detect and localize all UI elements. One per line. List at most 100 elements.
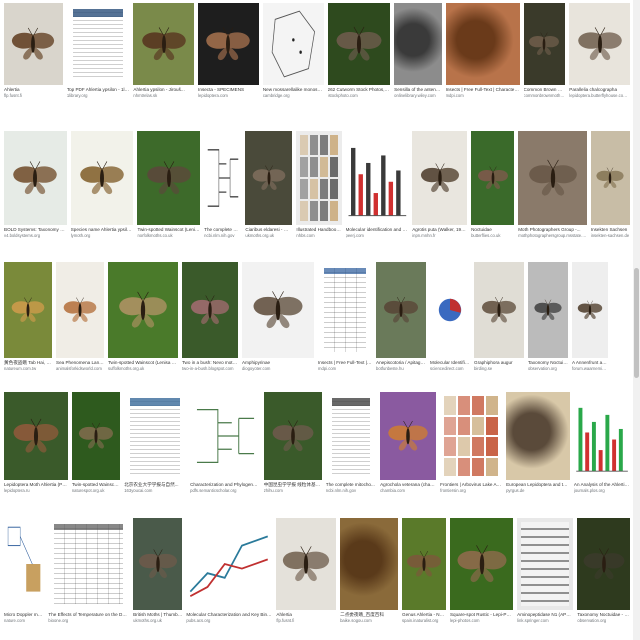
result-thumbnail[interactable] — [402, 518, 446, 610]
result-thumbnail[interactable] — [528, 262, 568, 358]
image-result[interactable]: New mossarellalike monosperm genus...cam… — [262, 3, 324, 98]
result-thumbnail[interactable] — [190, 392, 260, 480]
result-thumbnail[interactable] — [124, 392, 187, 480]
result-thumbnail[interactable] — [263, 392, 322, 480]
image-result[interactable]: Agrochola veterana (chamba...chambia.com — [380, 392, 437, 493]
result-thumbnail[interactable] — [590, 131, 630, 225]
image-result[interactable]: Ahlertia ypsilon - Jirouš... nhmtrelas.sk — [133, 3, 195, 98]
image-result[interactable]: 262 Cutworm Stock Photos, Pictures & Roy… — [327, 3, 391, 98]
result-thumbnail[interactable] — [70, 131, 134, 225]
image-result[interactable]: Insects | Free Full-Text | Development o… — [318, 262, 372, 371]
image-result[interactable]: Ahlertia flp.fusnt.fi — [4, 3, 63, 98]
result-thumbnail[interactable] — [412, 131, 468, 225]
image-result[interactable]: Twin-spotted Wainscot (Lenisa geminipunc… — [137, 131, 201, 238]
image-result[interactable]: 二点委夜蛾_百度百科 baike.sogou.com — [340, 518, 399, 623]
result-thumbnail[interactable] — [345, 131, 409, 225]
result-thumbnail[interactable] — [376, 262, 426, 358]
result-thumbnail[interactable] — [474, 262, 524, 358]
result-thumbnail[interactable] — [48, 518, 130, 610]
result-thumbnail[interactable] — [325, 392, 377, 480]
result-thumbnail[interactable] — [133, 3, 195, 85]
image-result[interactable]: Noctuidae butterflies.co.uk — [471, 131, 515, 238]
image-result[interactable]: 黃色夜盜蛾 Tab Hai, Lepidoptera Noctuidae...n… — [4, 262, 52, 371]
image-result[interactable]: BOLD Systems: Taxonomy Browser - Ahlerti… — [4, 131, 67, 238]
image-result[interactable]: Lepidoptera Moth Ahlertia (Proaceo...lep… — [4, 392, 68, 493]
image-result[interactable]: Micro Doppler measurement of inse...natu… — [4, 518, 45, 623]
image-result[interactable]: Taxonomy Noctuidae - Ob...observation.or… — [528, 262, 568, 371]
image-result[interactable]: Molecular Identification and sex distrib… — [430, 262, 470, 371]
image-result[interactable]: Aminopeptidase N1 (APN1)... link.springer… — [517, 518, 574, 623]
result-thumbnail[interactable] — [245, 131, 293, 225]
image-result[interactable]: Illustrated Handbook of Lepidoptera...nh… — [296, 131, 342, 238]
image-result[interactable]: Common Brown Moth and R...commonbrownmot… — [523, 3, 566, 98]
image-result[interactable]: Sea Phenomena Lane for three...animalsfo… — [56, 262, 104, 371]
result-thumbnail[interactable] — [262, 3, 324, 85]
image-result[interactable]: Top PDF Ahlertia ypsilon - 1library.org1… — [66, 3, 130, 98]
result-thumbnail[interactable] — [4, 392, 68, 480]
image-result[interactable]: The complete mitocho... ncbi.nlm.nih.gov — [325, 392, 377, 493]
image-result[interactable]: Insecta - SPECIMENS lepidoptera.com — [198, 3, 259, 98]
result-thumbnail[interactable] — [573, 392, 631, 480]
image-result[interactable]: Square-spot Rustic - Lepi-Photos lepi-pho… — [449, 518, 514, 623]
image-result[interactable]: Species name Ahlertia ypsilon (Brazilian… — [70, 131, 134, 238]
result-thumbnail[interactable] — [523, 3, 566, 85]
image-result[interactable]: Sensilla of the antenna and pro...online… — [394, 3, 442, 98]
image-result[interactable]: The complete mitochondrial genome...ncbi… — [204, 131, 242, 238]
result-thumbnail[interactable] — [182, 262, 238, 358]
page-scrollbar[interactable] — [633, 0, 640, 640]
image-result[interactable]: The Effects of Temperature on the Develo… — [48, 518, 130, 623]
image-result[interactable]: Characterization and Phylogenetic Analys… — [190, 392, 260, 493]
result-thumbnail[interactable] — [327, 3, 391, 85]
result-thumbnail[interactable] — [394, 3, 442, 85]
result-thumbnail[interactable] — [430, 262, 470, 358]
image-result[interactable]: Graphiphora augur birding.se — [474, 262, 524, 371]
image-result[interactable]: Frontiers | Arbovirus Lake Atlas of an E… — [440, 392, 503, 493]
image-result[interactable]: Molecular Characterization and Key Bindi… — [186, 518, 273, 623]
result-thumbnail[interactable] — [318, 262, 372, 358]
result-thumbnail[interactable] — [198, 3, 259, 85]
result-thumbnail[interactable] — [66, 3, 130, 85]
image-result[interactable]: Twin-spotted Wainscot | Nat...naturespot… — [71, 392, 121, 493]
result-thumbnail[interactable] — [506, 392, 570, 480]
image-result[interactable]: Moth Photographers Group -... mothphotogr… — [518, 131, 587, 238]
image-result[interactable]: 北京农业大学学报与自然... 163youcai.com — [124, 392, 187, 493]
image-result[interactable]: Insects | Free Full-Text | Characterizat… — [445, 3, 520, 98]
result-thumbnail[interactable] — [572, 262, 608, 358]
image-result[interactable]: British Moths | Thumbnail List by F...uk… — [133, 518, 183, 623]
image-result[interactable]: Parallelia chalcographa lepidoptera.butte… — [569, 3, 630, 98]
result-thumbnail[interactable] — [276, 518, 337, 610]
image-result[interactable]: A Annenfrunt ahlgreit tm...forum.waarnem… — [572, 262, 608, 371]
image-result[interactable]: Molecular identification and expression.… — [345, 131, 409, 238]
image-result[interactable]: Taxonomy Noctuidae - Observation.orgobse… — [577, 518, 631, 623]
image-result[interactable]: An Analysis of the Ahlertia ypsilon Tran… — [573, 392, 631, 493]
image-result[interactable]: Genus Ahlertia - Noctuidaespain.inatural… — [402, 518, 446, 623]
result-thumbnail[interactable] — [440, 392, 503, 480]
result-thumbnail[interactable] — [296, 131, 342, 225]
image-result[interactable]: Twin-spotted Wainscot (Lenisa geminipunc… — [108, 262, 178, 371]
image-result[interactable]: European Lepidoptera and their ecology: … — [506, 392, 570, 493]
result-thumbnail[interactable] — [518, 131, 587, 225]
result-thumbnail[interactable] — [340, 518, 399, 610]
image-result[interactable]: Amphipyrinae diogoyoter.com — [242, 262, 314, 371]
result-thumbnail[interactable] — [445, 3, 520, 85]
result-thumbnail[interactable] — [4, 3, 63, 85]
result-thumbnail[interactable] — [56, 262, 104, 358]
result-thumbnail[interactable] — [108, 262, 178, 358]
result-thumbnail[interactable] — [517, 518, 574, 610]
result-thumbnail[interactable] — [133, 518, 183, 610]
result-thumbnail[interactable] — [449, 518, 514, 610]
image-result[interactable]: Agrotis puta (Walker, 1965) - Noctuid...… — [412, 131, 468, 238]
result-thumbnail[interactable] — [569, 3, 630, 85]
image-result[interactable]: Ahlertia flp.fusnt.fi — [276, 518, 337, 623]
image-result[interactable]: Anepiscotoria / Apitageria - Ahl...botfu… — [376, 262, 426, 371]
result-thumbnail[interactable] — [471, 131, 515, 225]
result-thumbnail[interactable] — [186, 518, 273, 610]
result-thumbnail[interactable] — [71, 392, 121, 480]
image-result[interactable]: 中国昆虫学学报 线粒体基因组研究zhihu.com — [263, 392, 322, 493]
result-thumbnail[interactable] — [4, 131, 67, 225]
result-thumbnail[interactable] — [242, 262, 314, 358]
result-thumbnail[interactable] — [577, 518, 631, 610]
image-result[interactable]: Two in a bush: Nevo moths, Arctium...two… — [182, 262, 238, 371]
image-result[interactable]: Insekten Sachsen insekten-sachsen.de — [590, 131, 630, 238]
image-result[interactable]: Ciaribus eldaresi - Whitee-Dotted...ukmo… — [245, 131, 293, 238]
